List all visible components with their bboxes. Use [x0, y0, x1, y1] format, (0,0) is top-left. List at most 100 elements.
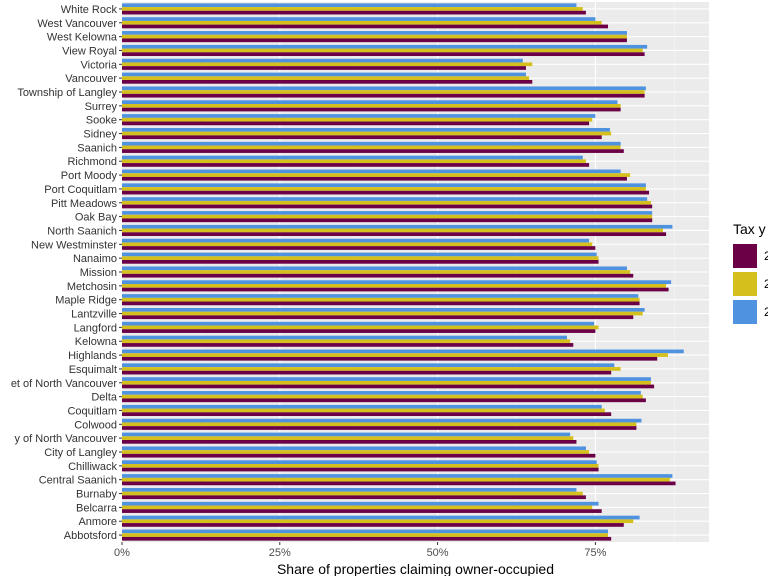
bar: [122, 3, 577, 8]
bar: [122, 474, 673, 478]
bar: [122, 107, 621, 112]
bar: [122, 86, 646, 91]
bar: [122, 287, 669, 292]
bar: [122, 487, 577, 492]
category-label: North Saanich: [47, 225, 117, 237]
bar: [122, 408, 605, 413]
bar: [122, 100, 618, 104]
bar: [122, 127, 610, 132]
bar: [122, 90, 645, 94]
category-label: View Royal: [62, 45, 117, 57]
category-label: Port Moody: [61, 170, 118, 182]
category-label: Township of Langley: [17, 87, 117, 99]
x-ticks: 0% 25% 50% 75%: [114, 542, 607, 559]
category-label: Mission: [80, 267, 117, 279]
bar: [122, 343, 574, 347]
bar: [122, 315, 634, 320]
bar: [122, 58, 523, 63]
bar: [122, 159, 586, 164]
legend-swatch: [733, 272, 757, 296]
bar: [122, 38, 627, 43]
category-label: Port Coquitlam: [44, 184, 117, 196]
category-label: Saanich: [77, 142, 117, 154]
category-label: Surrey: [85, 101, 118, 113]
bar: [122, 48, 643, 53]
bar: [122, 384, 655, 389]
bar: [122, 72, 526, 77]
category-label: Burnaby: [76, 489, 117, 501]
bar: [122, 266, 627, 271]
bar: [122, 31, 627, 35]
bar: [122, 529, 609, 534]
bar: [122, 273, 634, 278]
bar: [122, 163, 590, 167]
bar: [122, 135, 602, 140]
category-label: Oak Bay: [75, 212, 118, 224]
category-label: City of Langley: [44, 447, 117, 459]
bar: [122, 515, 640, 520]
bar: [122, 197, 648, 201]
bar: [122, 93, 645, 98]
bar: [122, 505, 593, 510]
bar: [122, 260, 599, 264]
bar: [122, 481, 676, 486]
bar: [122, 367, 621, 371]
bar: [122, 183, 646, 188]
x-tick-label: 25%: [269, 547, 291, 559]
bar: [122, 349, 684, 354]
bar: [122, 62, 533, 67]
bar: [122, 370, 612, 375]
category-label: Sidney: [83, 129, 117, 141]
bar: [122, 426, 637, 430]
bar: [122, 145, 621, 150]
bar: [122, 211, 653, 215]
bar: [122, 356, 658, 361]
bar: [122, 169, 621, 174]
bar: [122, 460, 597, 464]
bar: [122, 52, 645, 57]
bar: [122, 440, 577, 444]
bar: [122, 391, 641, 395]
legend: Tax y 2 2 2: [733, 221, 768, 324]
bar: [122, 477, 670, 482]
bar: [122, 190, 650, 195]
bar: [122, 10, 586, 15]
bar: [122, 187, 646, 191]
bar: [122, 176, 627, 181]
bar: [122, 283, 667, 288]
x-tick-label: 50%: [427, 547, 449, 559]
bar: [122, 141, 621, 146]
category-label: New Westminster: [31, 239, 117, 251]
bar: [122, 155, 583, 160]
category-label: Coquitlam: [67, 405, 117, 417]
bar: [122, 200, 651, 205]
bar: [122, 353, 668, 357]
legend-swatch: [733, 244, 757, 268]
bar: [122, 491, 583, 496]
bar: [122, 495, 586, 500]
bar: [122, 114, 596, 118]
category-label: Victoria: [81, 59, 118, 71]
category-label: y of North Vancouver: [14, 433, 117, 445]
bar: [122, 335, 567, 340]
bar: [122, 242, 593, 247]
bar: [122, 34, 627, 39]
category-label: Central Saanich: [39, 475, 117, 487]
bar: [122, 463, 599, 468]
bar: [122, 270, 631, 274]
category-label: Abbotsford: [64, 530, 117, 542]
legend-swatch: [733, 300, 757, 324]
legend-label: 2: [764, 249, 768, 263]
bar: [122, 117, 593, 122]
bar: [122, 252, 597, 257]
bar: [122, 214, 653, 219]
bar: [122, 450, 590, 454]
bar: [122, 325, 599, 330]
bar: [122, 20, 602, 25]
bar: [122, 103, 621, 108]
bar: [122, 377, 651, 381]
x-tick-label: 0%: [114, 547, 130, 559]
bar: [122, 173, 631, 177]
x-axis-title: Share of properties claiming owner-occup…: [277, 561, 554, 576]
